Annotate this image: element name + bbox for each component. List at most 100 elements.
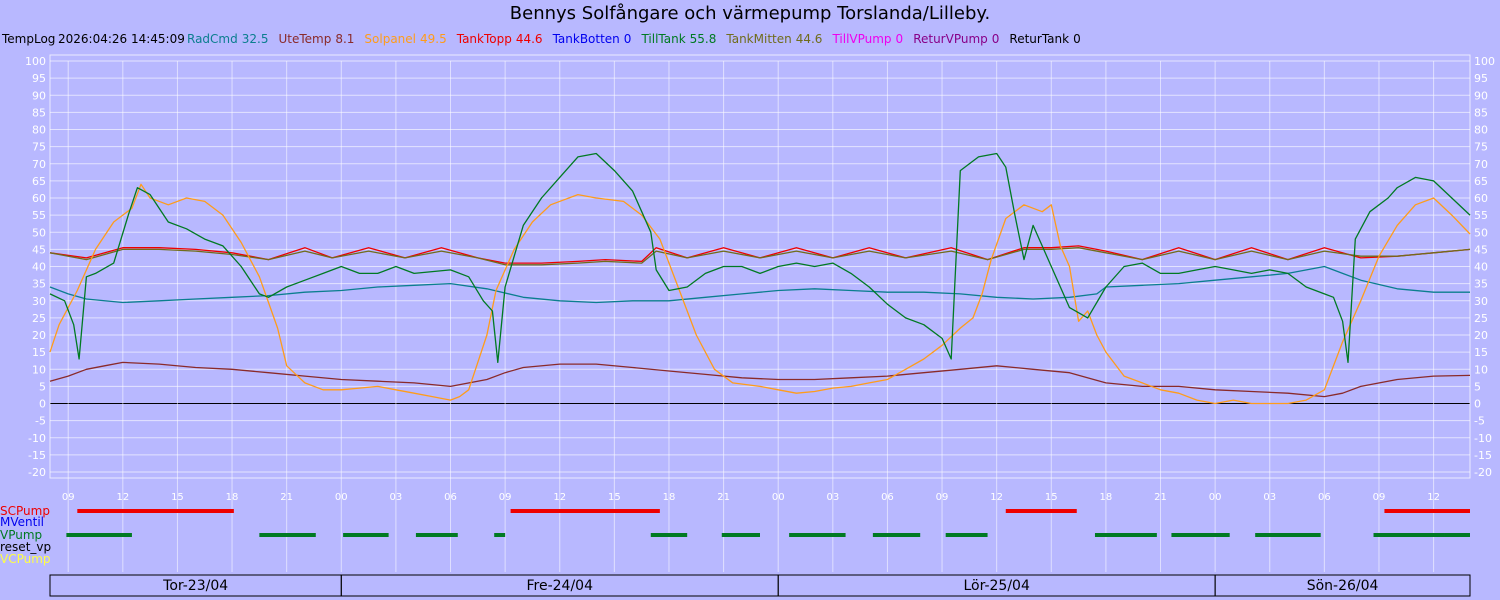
y-tick-label-right: 5: [1474, 380, 1481, 393]
y-tick-label-right: -20: [1474, 466, 1492, 479]
y-tick-label-left: 60: [32, 192, 46, 205]
y-tick-label-right: 100: [1474, 55, 1495, 68]
x-hour-tick-label: 09: [499, 492, 512, 503]
legend-value-tankmitten: 44.6: [796, 32, 823, 46]
y-tick-label-right: 25: [1474, 312, 1488, 325]
x-hour-tick-label: 06: [881, 492, 894, 503]
y-tick-label-right: 65: [1474, 175, 1488, 188]
y-tick-label-left: 65: [32, 175, 46, 188]
chart-title: Bennys Solfångare och värmepump Torsland…: [510, 3, 990, 24]
series-line-utetemp: [49, 361, 1471, 398]
legend-value-tillvpump: 0: [896, 32, 904, 46]
y-tick-label-left: 90: [32, 89, 46, 102]
y-tick-label-right: 85: [1474, 106, 1488, 119]
pump-label-vpump: VPump: [0, 528, 42, 542]
x-hour-tick-label: 18: [663, 492, 676, 503]
x-hour-tick-label: 12: [990, 492, 1003, 503]
x-hour-tick-label: 21: [280, 492, 293, 503]
y-tick-label-right: 10: [1474, 363, 1488, 376]
x-hour-tick-label: 15: [171, 492, 184, 503]
legend-item-tilltank: TillTank: [640, 32, 685, 46]
series-line-tankmitten: [49, 247, 1471, 266]
x-hour-tick-label: 09: [1373, 492, 1386, 503]
legend-item-returtank: ReturTank: [1009, 32, 1069, 46]
y-tick-label-left: -5: [35, 415, 46, 428]
pump-label-reset_vp: reset_vp: [0, 540, 51, 554]
x-hour-tick-label: 18: [226, 492, 239, 503]
y-tick-label-left: 80: [32, 124, 46, 137]
plot-border: [49, 54, 1471, 479]
pump-label-mventil: MVentil: [0, 515, 44, 529]
y-tick-label-right: 45: [1474, 243, 1488, 256]
y-tick-label-left: -10: [28, 432, 46, 445]
y-tick-label-left: 75: [32, 141, 46, 154]
legend-item-tankmitten: TankMitten: [725, 32, 791, 46]
x-hour-tick-label: 03: [390, 492, 403, 503]
grid: [49, 54, 1471, 572]
legend-value-utetemp: 8.1: [335, 32, 354, 46]
y-tick-label-right: 0: [1474, 398, 1481, 411]
x-hour-tick-label: 15: [608, 492, 621, 503]
pump-label-scpump: SCPump: [0, 504, 50, 518]
x-hour-tick-label: 00: [1209, 492, 1222, 503]
x-hour-tick-label: 12: [116, 492, 129, 503]
y-tick-label-right: 30: [1474, 295, 1488, 308]
y-tick-label-right: 90: [1474, 89, 1488, 102]
legend-value-returvpump: 0: [992, 32, 1000, 46]
legend: TempLog 2026:04:26 14:45:09 RadCmd 32.5 Ut…: [1, 32, 1081, 46]
y-tick-label-left: 30: [32, 295, 46, 308]
y-tick-label-left: -20: [28, 466, 46, 479]
y-tick-label-left: 45: [32, 243, 46, 256]
y-tick-label-left: 20: [32, 329, 46, 342]
y-tick-label-right: 95: [1474, 72, 1488, 85]
pump-label-vcpump: VCPump: [0, 552, 51, 566]
legend-value-tanktopp: 44.6: [516, 32, 543, 46]
legend-value-tilltank: 55.8: [690, 32, 717, 46]
y-tick-label-left: 10: [32, 363, 46, 376]
x-hour-tick-label: 12: [553, 492, 566, 503]
y-tick-label-right: -15: [1474, 449, 1492, 462]
day-label: Lör-25/04: [963, 578, 1029, 594]
legend-value-returtank: 0: [1073, 32, 1081, 46]
legend-item-tanktopp: TankTopp: [456, 32, 512, 46]
x-hour-tick-label: 06: [444, 492, 457, 503]
y-tick-label-right: 20: [1474, 329, 1488, 342]
x-hour-tick-label: 09: [62, 492, 75, 503]
x-hour-tick-label: 03: [826, 492, 839, 503]
day-axis: Tor-23/04 Fre-24/04 Lör-25/04 Sön-26/04: [49, 574, 1471, 597]
x-hour-tick-label: 18: [1100, 492, 1113, 503]
y-tick-label-left: 70: [32, 158, 46, 171]
legend-item-tillvpump: TillVPump: [831, 32, 891, 46]
day-label: Tor-23/04: [162, 578, 228, 594]
y-tick-label-right: 15: [1474, 346, 1488, 359]
y-tick-label-left: 0: [39, 398, 46, 411]
legend-value-solpanel: 49.5: [420, 32, 447, 46]
y-tick-label-left: 95: [32, 72, 46, 85]
x-hour-tick-label: 00: [335, 492, 348, 503]
y-tick-label-right: 35: [1474, 278, 1488, 291]
y-tick-label-right: 80: [1474, 124, 1488, 137]
y-tick-label-right: -5: [1474, 415, 1485, 428]
y-tick-label-left: 25: [32, 312, 46, 325]
y-tick-label-right: 40: [1474, 261, 1488, 274]
x-hour-tick-label: 21: [1154, 492, 1167, 503]
legend-item-utetemp: UteTemp: [278, 32, 331, 46]
y-tick-label-left: 40: [32, 261, 46, 274]
legend-item-returvpump: ReturVPump: [913, 32, 988, 46]
series-line-tilltank: [49, 152, 1471, 364]
x-hour-tick-label: 12: [1427, 492, 1440, 503]
hour-axis: 09 12 15 18 21 00 03 06 09 12 15 18 21 00 03 06 09 12 15 18…: [62, 492, 1440, 503]
y-tick-label-left: 35: [32, 278, 46, 291]
y-tick-label-right: 55: [1474, 209, 1488, 222]
y-tick-label-left: 85: [32, 106, 46, 119]
x-hour-tick-label: 00: [772, 492, 785, 503]
legend-item-radcmd: RadCmd: [187, 32, 238, 46]
y-tick-label-left: 50: [32, 226, 46, 239]
day-box: [1214, 574, 1471, 597]
legend-value-tankbotten: 0: [624, 32, 632, 46]
x-hour-tick-label: 09: [936, 492, 949, 503]
legend-templog-label: TempLog: [1, 32, 55, 46]
